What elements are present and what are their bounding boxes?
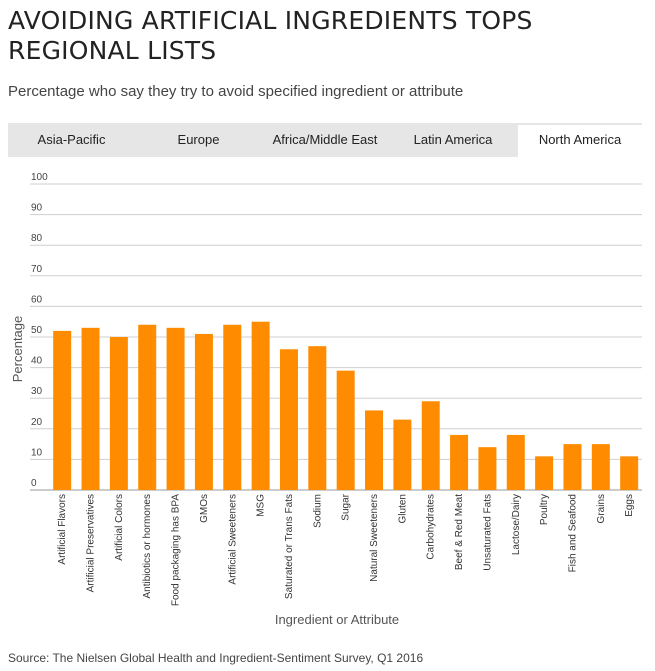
x-tick-label: Food packaging has BPA: [171, 494, 182, 606]
x-tick-label: Antibiotics or hormones: [142, 494, 153, 599]
x-tick-label: Grains: [596, 494, 607, 523]
x-tick-label: MSG: [256, 494, 267, 517]
source-note: Source: The Nielsen Global Health and In…: [8, 651, 424, 665]
region-tabs: Asia-Pacific Europe Africa/Middle East L…: [8, 123, 642, 157]
bar-artificial-flavors[interactable]: [53, 330, 72, 490]
y-tick-label: 60: [31, 294, 43, 305]
y-tick-label: 40: [31, 356, 43, 367]
bar-eggs[interactable]: [620, 456, 639, 490]
bar-lactose-dairy[interactable]: [506, 434, 525, 490]
bar-natural-sweeteners[interactable]: [365, 410, 384, 490]
y-tick-label: 10: [31, 447, 43, 458]
bar-gluten[interactable]: [393, 419, 412, 490]
x-tick-label: Fish and Seafood: [567, 494, 578, 572]
tab-asia-pacific[interactable]: Asia-Pacific: [37, 132, 106, 147]
bar-sugar[interactable]: [336, 370, 355, 490]
bar-msg[interactable]: [251, 321, 270, 490]
y-tick-label: 70: [31, 264, 43, 275]
gridlines: 0 10 20 30 40 50 60 70 80 90 100: [30, 172, 642, 491]
bar-unsaturated-fats[interactable]: [478, 447, 497, 490]
x-tick-label: Sugar: [341, 493, 352, 520]
tab-africa-middle-east[interactable]: Africa/Middle East: [272, 132, 378, 147]
x-tick-label: GMOs: [199, 494, 210, 523]
y-tick-label: 0: [31, 478, 37, 489]
bar-chart: 0 10 20 30 40 50 60 70 80 90 100 Artificial Flavor…: [10, 172, 642, 627]
x-tick-labels: Artificial Flavors Artificial Preservativ…: [57, 493, 635, 606]
y-tick-label: 30: [31, 386, 43, 397]
bar-carbohydrates[interactable]: [421, 401, 440, 490]
x-tick-label: Lactose/Dairy: [511, 494, 522, 555]
bar-grains[interactable]: [591, 444, 610, 490]
bar-fish-and-seafood[interactable]: [563, 444, 582, 490]
bar-artificial-colors[interactable]: [109, 337, 128, 490]
x-tick-label: Artificial Colors: [114, 494, 125, 561]
y-tick-label: 50: [31, 325, 43, 336]
x-tick-label: Artificial Flavors: [57, 494, 68, 565]
y-tick-label: 80: [31, 233, 43, 244]
x-tick-label: Artificial Preservatives: [86, 494, 97, 592]
bar-artificial-sweeteners[interactable]: [223, 324, 242, 490]
bar-poultry[interactable]: [535, 456, 554, 490]
chart-title: AVOIDING ARTIFICIAL INGREDIENTS TOPS REG…: [8, 6, 533, 65]
bar-beef-red-meat[interactable]: [450, 434, 469, 490]
tab-north-america[interactable]: North America: [518, 123, 642, 157]
bar-saturated-or-trans-fats[interactable]: [279, 349, 298, 490]
x-tick-label: Beef & Red Meat: [454, 494, 465, 570]
y-axis-label: Percentage: [10, 316, 25, 383]
tab-latin-america[interactable]: Latin America: [413, 132, 493, 147]
x-tick-label: Eggs: [624, 494, 635, 517]
x-tick-label: Carbohydrates: [426, 494, 437, 560]
x-tick-label: Natural Sweeteners: [369, 494, 380, 582]
bars: [53, 321, 639, 490]
x-tick-label: Unsaturated Fats: [482, 494, 493, 571]
x-tick-label: Sodium: [312, 494, 323, 528]
y-tick-label: 100: [31, 172, 48, 183]
bar-sodium[interactable]: [308, 346, 327, 490]
bar-antibiotics-or-hormones[interactable]: [138, 324, 157, 490]
bar-gmos[interactable]: [194, 333, 213, 490]
x-tick-label: Poultry: [539, 494, 550, 525]
y-tick-label: 90: [31, 203, 43, 214]
x-tick-label: Artificial Sweeteners: [227, 494, 238, 585]
x-axis-label: Ingredient or Attribute: [275, 612, 399, 627]
x-tick-label: Gluten: [397, 494, 408, 523]
y-tick-label: 20: [31, 417, 43, 428]
x-tick-label: Saturated or Trans Fats: [284, 494, 295, 599]
tab-europe[interactable]: Europe: [177, 132, 220, 147]
bar-artificial-preservatives[interactable]: [81, 327, 100, 490]
chart-subtitle: Percentage who say they try to avoid spe…: [8, 83, 464, 100]
bar-food-packaging-has-bpa[interactable]: [166, 327, 185, 490]
